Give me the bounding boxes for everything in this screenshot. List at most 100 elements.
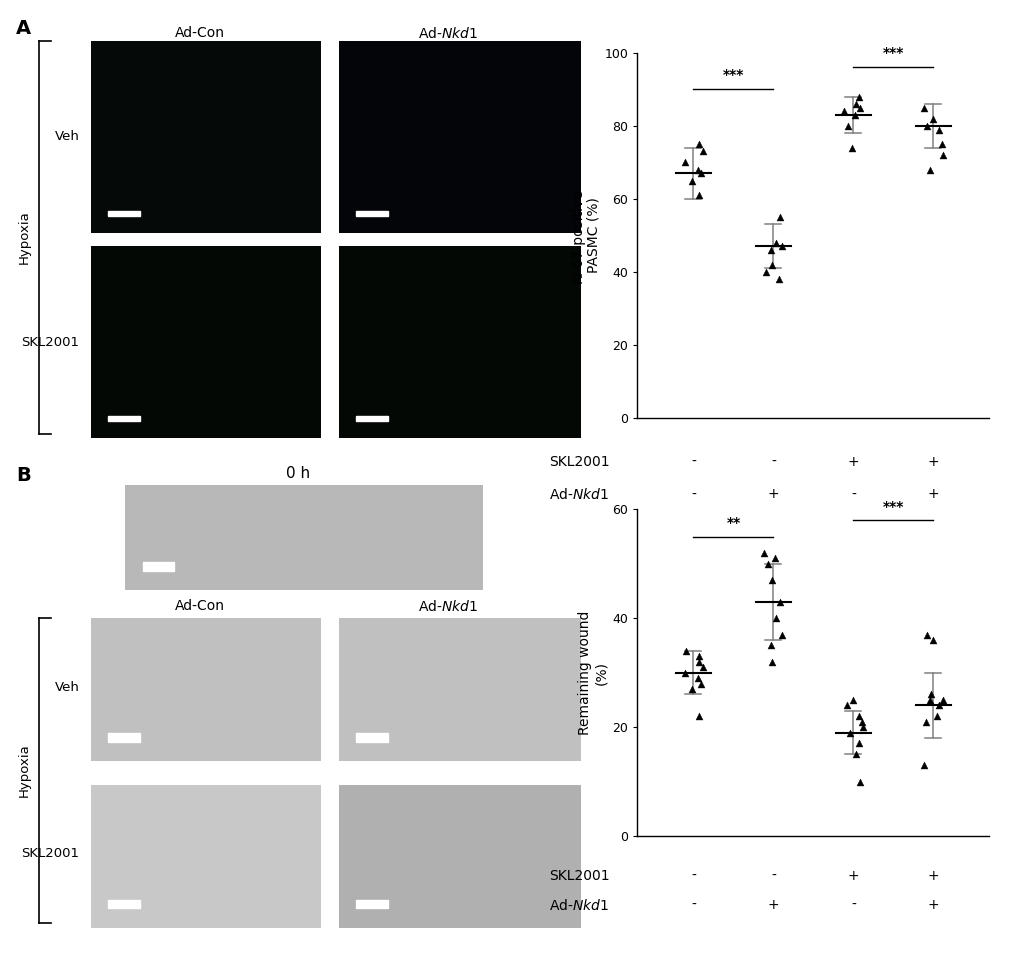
Point xyxy=(690,136,706,152)
Point xyxy=(677,643,693,658)
Point xyxy=(763,573,780,588)
Text: Veh: Veh xyxy=(54,680,79,694)
Text: -: - xyxy=(690,455,695,469)
Point xyxy=(762,242,779,258)
Point xyxy=(767,235,784,251)
Point xyxy=(755,545,771,560)
Point xyxy=(917,714,933,729)
Text: +: + xyxy=(926,869,938,883)
Point xyxy=(930,122,947,137)
Text: Ad-$\it{Nkd1}$: Ad-$\it{Nkd1}$ xyxy=(549,899,609,913)
Text: Ad-Con: Ad-Con xyxy=(175,600,225,613)
Text: Ad-$\it{Nkd1}$: Ad-$\it{Nkd1}$ xyxy=(549,487,609,503)
Point xyxy=(921,692,937,707)
Text: A: A xyxy=(16,19,31,38)
Text: +: + xyxy=(926,899,938,912)
Text: -: - xyxy=(690,869,695,883)
Point xyxy=(854,720,870,735)
Point xyxy=(838,698,854,713)
Point xyxy=(759,556,775,572)
Bar xyxy=(108,733,140,742)
Text: **: ** xyxy=(726,516,740,530)
Point xyxy=(677,665,693,680)
Text: ***: *** xyxy=(722,68,744,82)
Point xyxy=(918,118,934,134)
Point xyxy=(850,736,866,752)
Point xyxy=(765,551,782,566)
Point xyxy=(839,118,855,134)
Bar xyxy=(91,785,321,927)
Text: Ad-$\it{Nkd1}$: Ad-$\it{Nkd1}$ xyxy=(418,26,478,40)
Text: SKL2001: SKL2001 xyxy=(21,848,79,860)
Bar xyxy=(108,210,140,216)
Point xyxy=(757,264,773,280)
Point xyxy=(929,698,946,713)
Text: +: + xyxy=(767,899,779,912)
Point xyxy=(692,165,708,181)
Y-axis label: Ki-67-positive
PASMC (%): Ki-67-positive PASMC (%) xyxy=(570,188,600,283)
Text: ***: *** xyxy=(881,46,903,61)
Point xyxy=(844,140,860,156)
Text: Veh: Veh xyxy=(54,131,79,143)
Point xyxy=(915,757,931,773)
Text: +: + xyxy=(767,487,779,502)
Text: -: - xyxy=(690,899,695,912)
Point xyxy=(844,692,860,707)
Text: SKL2001: SKL2001 xyxy=(548,455,609,469)
Text: +: + xyxy=(926,487,938,502)
Bar xyxy=(338,246,580,438)
Point xyxy=(847,96,863,111)
Bar xyxy=(108,416,140,421)
Text: -: - xyxy=(690,487,695,502)
Point xyxy=(934,147,951,162)
Text: Hypoxia: Hypoxia xyxy=(18,744,31,798)
Text: SKL2001: SKL2001 xyxy=(548,869,609,883)
Point xyxy=(773,238,790,254)
Point xyxy=(853,714,869,729)
Bar xyxy=(338,785,580,927)
Point xyxy=(850,89,866,105)
Text: -: - xyxy=(770,869,775,883)
Point xyxy=(847,747,863,762)
Text: +: + xyxy=(926,455,938,469)
Y-axis label: Remaining wound
(%): Remaining wound (%) xyxy=(578,610,608,735)
Bar xyxy=(125,485,482,590)
Point xyxy=(770,272,787,287)
Point xyxy=(918,627,934,642)
Text: -: - xyxy=(770,455,775,469)
Point xyxy=(692,676,708,691)
Point xyxy=(851,100,867,115)
Point xyxy=(928,708,945,724)
Bar xyxy=(356,416,387,421)
Point xyxy=(850,708,866,724)
Text: +: + xyxy=(847,455,858,469)
Point xyxy=(915,100,931,115)
Point xyxy=(690,708,706,724)
Point xyxy=(846,108,862,123)
Text: SKL2001: SKL2001 xyxy=(21,335,79,349)
Text: 0 h: 0 h xyxy=(286,466,310,481)
Bar xyxy=(356,733,387,742)
Text: +: + xyxy=(847,869,858,883)
Text: Ad-Con: Ad-Con xyxy=(175,26,225,39)
Point xyxy=(763,257,780,272)
Point xyxy=(695,144,711,160)
Point xyxy=(842,725,858,740)
Point xyxy=(689,671,705,686)
Point xyxy=(921,162,937,178)
Bar xyxy=(143,562,174,571)
Text: Hypoxia: Hypoxia xyxy=(18,210,31,264)
Text: ***: *** xyxy=(881,500,903,514)
Point xyxy=(836,104,852,119)
Point xyxy=(763,654,780,670)
Point xyxy=(684,173,700,188)
Text: B: B xyxy=(16,466,31,485)
Point xyxy=(934,692,951,707)
Bar xyxy=(338,618,580,761)
Point xyxy=(771,209,788,225)
Bar xyxy=(91,246,321,438)
Point xyxy=(684,681,700,697)
Text: -: - xyxy=(850,899,855,912)
Point xyxy=(690,187,706,203)
Point xyxy=(695,659,711,675)
